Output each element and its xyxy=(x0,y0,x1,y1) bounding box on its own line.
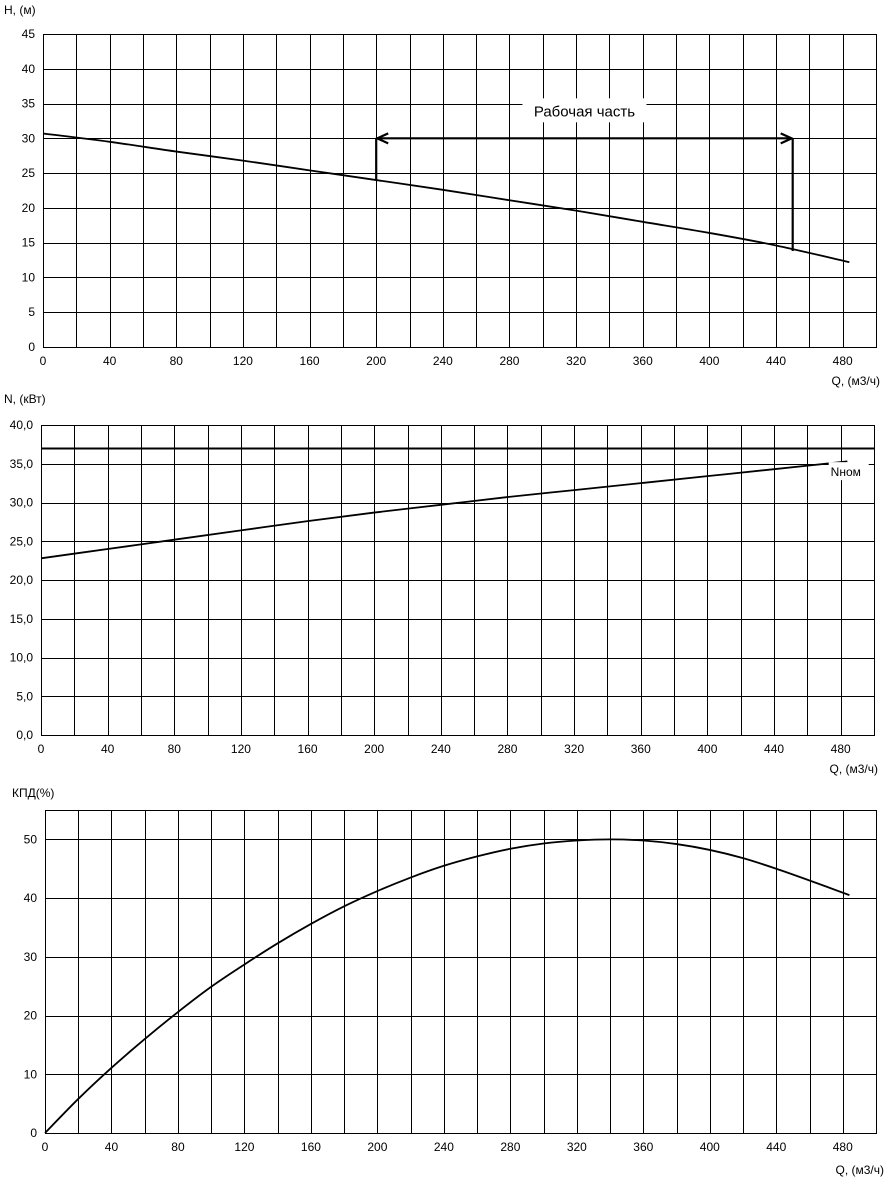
x-tick-label: 480 xyxy=(833,354,853,368)
x-tick-label: 0 xyxy=(38,742,45,756)
y-tick-label: 15,0 xyxy=(10,612,34,626)
x-tick-label: 320 xyxy=(566,354,586,368)
x-tick-label: 120 xyxy=(231,742,251,756)
y-tick-label: 10,0 xyxy=(10,651,34,665)
x-tick-label: 200 xyxy=(367,1140,387,1154)
nominal-power-label: Nном xyxy=(831,465,861,479)
y-axis-label: N, (кВт) xyxy=(4,392,46,406)
y-tick-label: 0 xyxy=(30,1126,37,1140)
x-tick-label: 360 xyxy=(633,354,653,368)
x-tick-label: 360 xyxy=(633,1140,653,1154)
x-tick-label: 400 xyxy=(700,1140,720,1154)
x-tick-label: 200 xyxy=(366,354,386,368)
chart-head: 0 5 10 15 20 25 30 35 40 45 0 40 80 120 160 200 240 280 32… xyxy=(4,3,880,388)
x-tick-label: 480 xyxy=(833,1140,853,1154)
series-line xyxy=(42,132,850,264)
y-tick-label: 45 xyxy=(22,27,36,41)
y-tick-label: 35 xyxy=(22,97,36,111)
annotation-bg xyxy=(522,98,647,123)
x-tick-label: 40 xyxy=(105,1140,119,1154)
working-range-annotation: Рабочая часть xyxy=(374,98,795,252)
grid xyxy=(45,810,876,1133)
x-axis-label: Q, (м3/ч) xyxy=(835,1163,884,1177)
grid xyxy=(41,425,874,735)
y-tick-label: 20 xyxy=(22,201,36,215)
y-tick-label: 25 xyxy=(22,166,36,180)
y-tick-label: 35,0 xyxy=(10,457,34,471)
y-tick-label: 0 xyxy=(28,340,35,354)
y-tick-label: 10 xyxy=(24,1067,38,1081)
x-tick-label: 440 xyxy=(764,742,784,756)
plot-frame xyxy=(41,425,875,736)
x-tick-label: 160 xyxy=(300,354,320,368)
arrow-head-right xyxy=(780,132,795,145)
x-axis-label: Q, (м3/ч) xyxy=(829,762,878,776)
x-tick-label: 80 xyxy=(171,1140,185,1154)
y-tick-label: 40,0 xyxy=(10,418,34,432)
y-tick-label: 50 xyxy=(24,832,38,846)
series-line xyxy=(44,838,850,1134)
y-tick-label: 30,0 xyxy=(10,496,34,510)
y-tick-label: 25,0 xyxy=(10,534,34,548)
x-tick-label: 280 xyxy=(497,742,517,756)
working-range-label: Рабочая часть xyxy=(534,103,635,120)
y-tick-label: 40 xyxy=(24,891,38,905)
x-tick-label: 160 xyxy=(301,1140,321,1154)
x-tick-label: 440 xyxy=(766,354,786,368)
y-tick-label: 20,0 xyxy=(10,573,34,587)
plot-frame xyxy=(45,810,877,1134)
y-axis-label: КПД(%) xyxy=(12,786,54,800)
x-tick-label: 400 xyxy=(697,742,717,756)
y-tick-label: 40 xyxy=(22,62,36,76)
y-tick-label: 30 xyxy=(22,131,36,145)
y-axis-label: H, (м) xyxy=(4,3,36,17)
x-tick-label: 480 xyxy=(831,742,851,756)
plot-frame xyxy=(43,34,877,348)
x-tick-label: 240 xyxy=(434,1140,454,1154)
y-tick-label: 0,0 xyxy=(16,728,33,742)
x-tick-label: 240 xyxy=(433,354,453,368)
x-tick-label: 40 xyxy=(103,354,117,368)
x-tick-label: 80 xyxy=(168,742,182,756)
x-tick-label: 40 xyxy=(101,742,115,756)
y-tick-label: 10 xyxy=(22,270,36,284)
x-tick-label: 240 xyxy=(431,742,451,756)
grid xyxy=(43,34,876,347)
x-tick-label: 400 xyxy=(699,354,719,368)
y-tick-label: 20 xyxy=(24,1009,38,1023)
x-tick-label: 440 xyxy=(766,1140,786,1154)
x-tick-label: 120 xyxy=(234,1140,254,1154)
x-tick-label: 0 xyxy=(40,354,47,368)
chart-efficiency: 0 10 20 30 40 50 0 40 80 120 160 200 240 280 320 360 400… xyxy=(12,786,884,1177)
y-tick-label: 15 xyxy=(22,236,36,250)
y-tick-label: 5 xyxy=(28,305,35,319)
x-tick-label: 280 xyxy=(500,1140,520,1154)
x-tick-label: 360 xyxy=(631,742,651,756)
series-line xyxy=(40,460,848,560)
x-axis-label: Q, (м3/ч) xyxy=(831,374,880,388)
x-tick-label: 80 xyxy=(170,354,184,368)
arrow-head-left xyxy=(374,132,389,145)
y-tick-label: 5,0 xyxy=(16,689,33,703)
x-tick-label: 320 xyxy=(564,742,584,756)
x-tick-label: 200 xyxy=(364,742,384,756)
x-tick-label: 120 xyxy=(233,354,253,368)
x-tick-label: 320 xyxy=(567,1140,587,1154)
x-tick-label: 0 xyxy=(42,1140,49,1154)
chart-power: 0,0 5,0 10,0 15,0 20,0 25,0 30,0 35,0 40,0 0 40 80 1… xyxy=(4,392,878,776)
x-tick-label: 280 xyxy=(499,354,519,368)
nominal-label-bg xyxy=(828,462,869,481)
y-tick-label: 30 xyxy=(24,950,38,964)
x-tick-label: 160 xyxy=(298,742,318,756)
